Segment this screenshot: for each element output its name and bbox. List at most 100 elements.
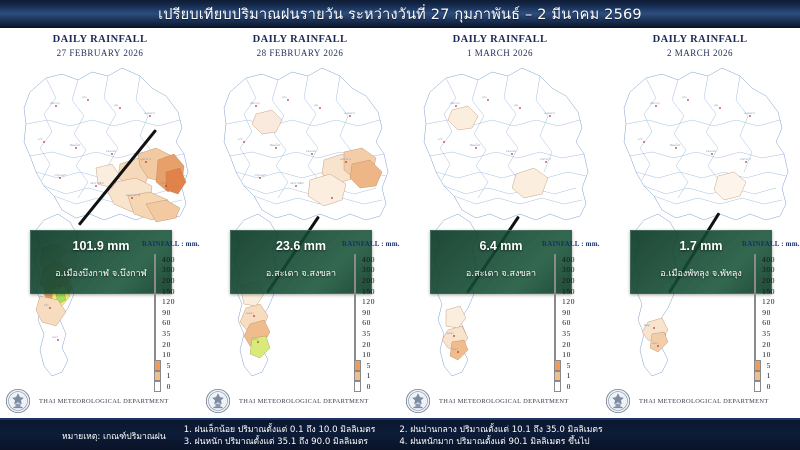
rainfall-panel-4[interactable]: DAILY RAINFALL 2 MARCH 2026 [600,28,800,418]
legend-swatch [154,359,161,371]
legend-swatch [554,381,561,392]
title-bar: เปรียบเทียบปริมาณฝนรายวัน ระหว่างวันที่ … [0,0,800,28]
panel-4-value: 1.7 mm [679,239,723,253]
legend-row: 5 [354,359,371,371]
legend-title: RAINFALL : mm. [542,240,600,248]
legend-row: 90 [554,306,571,318]
legend-row: 35 [154,328,171,339]
legend-row: 120 [154,296,174,307]
legend-row: 10 [354,349,371,360]
panel-1-date: 27 FEBRUARY 2026 [56,48,144,59]
panel-1-credit-text: THAI METEOROLOGICAL DEPARTMENT [39,397,169,405]
legend-row: 400 [554,254,574,265]
legend-label: 120 [762,297,776,307]
page-title: เปรียบเทียบปริมาณฝนรายวัน ระหว่างวันที่ … [158,6,642,23]
legend-row: 150 [754,285,774,297]
svg-text:พิษณุโลก: พิษณุโลก [70,143,81,148]
rainfall-panel-2[interactable]: DAILY RAINFALL 28 FEBRUARY 2026 [200,28,400,418]
legend-row: 150 [554,285,574,297]
panel-2-map[interactable]: เชียงราย น่าน เลย หนองคาย ตาก พิษณุโลก ขอนแ… [200,54,400,384]
legend-label: 35 [362,328,371,338]
panel-2-callout[interactable]: 23.6 mm อ.สะเดา จ.สงขลา [230,230,372,294]
panel-4-map[interactable]: เชียงราย น่าน เลย หนองคาย ตาก พิษณุโลก ขอนแ… [600,54,800,384]
svg-text:มุกดาหาร: มุกดาหาร [340,158,352,162]
legend-swatch [354,359,361,371]
svg-text:หนองคาย: หนองคาย [144,112,155,115]
panel-1-header: DAILY RAINFALL 27 FEBRUARY 2026 [0,34,200,58]
legend-title: RAINFALL : mm. [342,240,400,248]
legend-swatch [354,381,361,392]
svg-text:น่าน: น่าน [282,96,287,99]
legend-label: 10 [762,350,771,360]
legend-swatch [554,370,561,382]
legend-label: 60 [162,318,171,328]
panel-4-header: DAILY RAINFALL 2 MARCH 2026 [600,34,800,58]
legend-swatch [554,306,557,318]
panel-3-value: 6.4 mm [479,239,523,253]
legend-row: 400 [354,254,374,265]
legend-label: 0 [166,381,171,391]
legend-row: 400 [754,254,774,265]
note-column-2: 2. ฝนปานกลาง ปริมาณตั้งแต่ 10.1 ถึง 35.0… [399,424,602,449]
legend-label: 1 [366,371,371,381]
legend-swatch [554,275,556,286]
panel-2-header: DAILY RAINFALL 28 FEBRUARY 2026 [200,34,400,58]
svg-text:พิษณุโลก: พิษณุโลก [670,143,681,148]
legend-swatch [754,370,761,382]
svg-text:พิษณุโลก: พิษณุโลก [470,143,481,148]
legend-swatch [354,338,357,350]
svg-text:ยะลา: ยะลา [252,338,259,341]
legend-swatch [754,359,761,371]
legend-row: 10 [554,349,571,360]
panel-3-title: DAILY RAINFALL [452,34,548,45]
legend-label: 35 [562,328,571,338]
panel-3-credit: THAI METEOROLOGICAL DEPARTMENT [400,384,600,418]
panel-2-credit-text: THAI METEOROLOGICAL DEPARTMENT [239,397,369,405]
legend-swatch [154,370,161,382]
legend-row: 120 [354,296,374,307]
panel-2-value: 23.6 mm [275,239,327,253]
legend-row: 200 [754,275,774,286]
legend-colorbar: 400 300 200 150 120 90 60 35 20 10 5 1 0 [554,254,574,392]
legend-label: 60 [562,318,571,328]
legend-swatch [554,285,556,297]
legend-row: 5 [554,359,571,371]
legend-row: 35 [554,328,571,339]
legend-label: 90 [762,307,771,317]
legend-label: 1 [166,371,171,381]
legend-swatch [354,370,361,382]
note-label: หมายเหตุ: เกณฑ์ปริมาณฝน [62,432,166,442]
panel-4-callout[interactable]: 1.7 mm อ.เมืองพัทลุง จ.พัทลุง [630,230,772,294]
legend-label: 1 [566,371,571,381]
legend-row: 1 [754,370,771,382]
legend-row: 200 [354,275,374,286]
legend-title: RAINFALL : mm. [142,240,200,248]
legend-label: 90 [562,307,571,317]
legend-swatch [554,296,556,307]
svg-text:ตาก: ตาก [38,138,43,141]
legend-row: 90 [354,306,371,318]
legend-swatch [754,285,756,297]
note-item-2: 2. ฝนปานกลาง ปริมาณตั้งแต่ 10.1 ถึง 35.0… [399,424,603,435]
legend-label: 5 [566,360,571,370]
panel-1-callout[interactable]: 101.9 mm อ.เมืองบึงกาฬ จ.บึงกาฬ [30,230,172,294]
legend-swatch [754,349,757,360]
legend-swatch [354,275,356,286]
legend-label: 5 [366,360,371,370]
legend-swatch [354,306,357,318]
legend-label: 120 [562,297,576,307]
legend-colorbar: 400 300 200 150 120 90 60 35 20 10 5 1 0 [154,254,174,392]
rainfall-panel-3[interactable]: DAILY RAINFALL 1 MARCH 2026 [400,28,600,418]
legend-label: 0 [366,381,371,391]
panel-3-header: DAILY RAINFALL 1 MARCH 2026 [400,34,600,58]
svg-text:ตาก: ตาก [438,138,443,141]
panel-3-callout[interactable]: 6.4 mm อ.สะเดา จ.สงขลา [430,230,572,294]
panel-4-place: อ.เมืองพัทลุง จ.พัทลุง [660,269,742,279]
svg-text:สงขลา: สงขลา [446,331,454,335]
legend-label: 300 [562,265,576,275]
legend-swatch [354,349,357,360]
rainfall-panel-1[interactable]: DAILY RAINFALL 27 FEBRUARY 2026 [0,28,200,418]
svg-text:นครราชสีมา: นครราชสีมา [290,181,305,185]
